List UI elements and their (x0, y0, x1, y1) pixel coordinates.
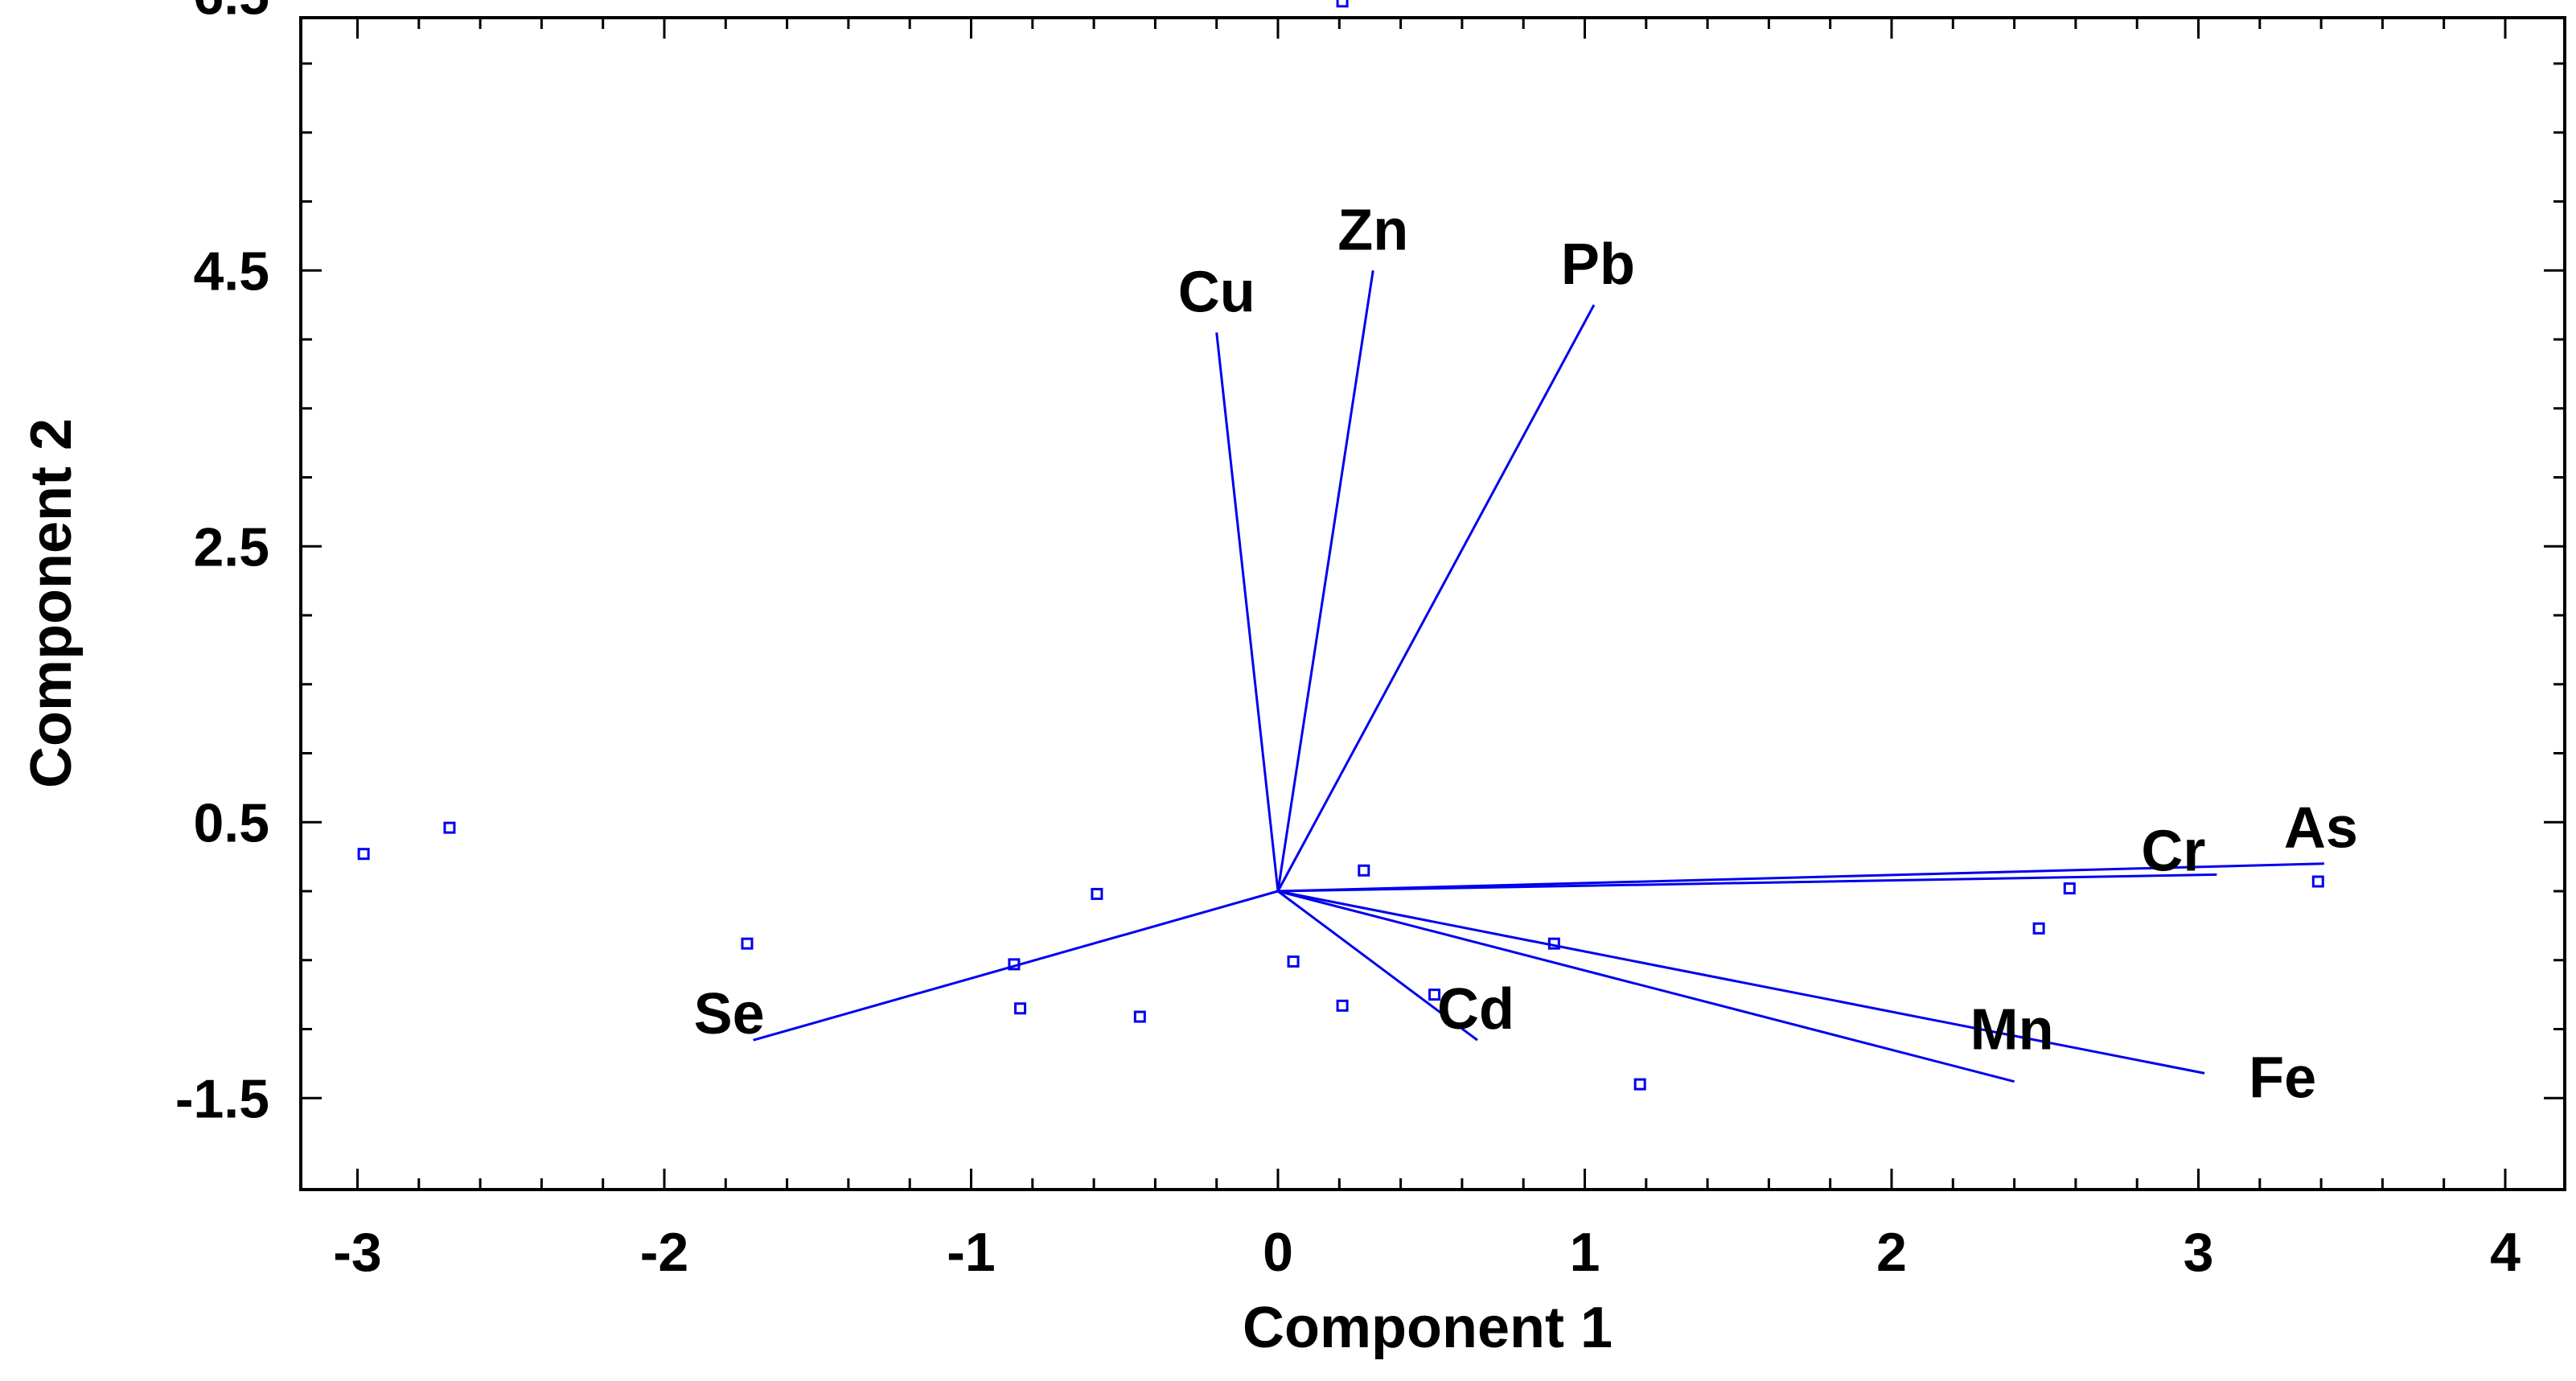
score-point (741, 937, 754, 950)
score-point (357, 848, 370, 861)
vector-label-as: As (2284, 796, 2358, 861)
y-tick-label: 0.5 (193, 792, 269, 853)
y-tick-label: 4.5 (193, 240, 269, 302)
x-tick-label: 1 (1570, 1222, 1600, 1283)
axis-ticks (301, 18, 2565, 1190)
vector-label-zn: Zn (1337, 198, 1408, 262)
score-point (1014, 1002, 1027, 1015)
vector-label-cu: Cu (1178, 260, 1255, 324)
score-point (1428, 988, 1441, 1001)
score-point (2032, 922, 2045, 935)
score-point (1336, 0, 1349, 8)
loading-vector-zn (1276, 270, 1374, 892)
x-tick-label: -2 (640, 1222, 688, 1283)
loading-vector-as (1277, 862, 2324, 893)
x-axis-title: Component 1 (1243, 1296, 1613, 1360)
loading-vector-cd (1277, 890, 1478, 1042)
axis-tick-labels: -3 -2 -1 0 1 2 3 4 -1.5 0.5 2.5 4.5 6.5 (175, 0, 2521, 1283)
score-point (1358, 864, 1370, 877)
loading-vector-pb (1276, 304, 1596, 892)
vector-label-mn: Mn (1970, 998, 2054, 1062)
score-point (1091, 887, 1103, 900)
loading-vector-mn (1277, 890, 2015, 1083)
score-point (1008, 958, 1021, 971)
y-tick-label: 2.5 (193, 516, 269, 577)
loading-vector-cr (1277, 873, 2217, 893)
plot-frame (299, 16, 2566, 1191)
loading-vector-labels: Cu Zn Pb Cr As Se Cd Mn Fe (694, 198, 2358, 1110)
vector-label-cd: Cd (1437, 977, 1514, 1042)
loading-vector-fe (1277, 890, 2205, 1075)
y-axis-title: Component 2 (19, 418, 84, 788)
x-tick-label: -1 (947, 1222, 995, 1283)
x-tick-label: 4 (2490, 1222, 2521, 1283)
x-tick-label: 2 (1876, 1222, 1907, 1283)
vector-label-cr: Cr (2141, 819, 2205, 883)
loading-vectors (753, 270, 2324, 1083)
score-point (2311, 875, 2324, 888)
score-point (1287, 955, 1300, 968)
vector-label-pb: Pb (1561, 232, 1635, 297)
y-tick-label: -1.5 (175, 1068, 269, 1129)
score-point (1547, 937, 1560, 950)
score-point (2063, 882, 2076, 895)
loading-vector-se (753, 890, 1279, 1042)
loading-vector-cu (1215, 332, 1280, 892)
y-tick-label: 6.5 (193, 0, 269, 26)
score-point (1133, 1010, 1146, 1023)
score-point (443, 821, 456, 834)
score-points (357, 0, 2324, 1091)
x-tick-label: 0 (1263, 1222, 1293, 1283)
x-tick-label: 3 (2184, 1222, 2214, 1283)
vector-label-fe: Fe (2249, 1046, 2316, 1110)
score-point (1633, 1078, 1646, 1091)
x-tick-label: -3 (333, 1222, 381, 1283)
score-point (1336, 999, 1349, 1012)
vector-label-se: Se (694, 982, 765, 1046)
